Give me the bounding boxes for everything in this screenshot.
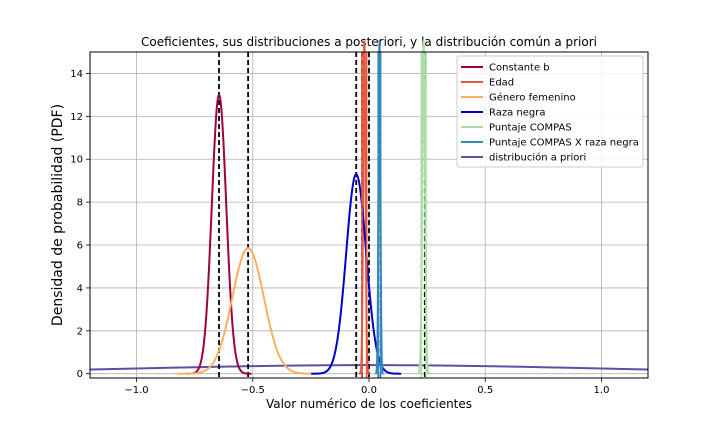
series-line [310, 173, 402, 375]
series-line [176, 247, 320, 375]
x-tick-label: 0.5 [477, 385, 493, 396]
y-tick-label: 8 [77, 198, 83, 209]
y-tick-label: 10 [70, 155, 83, 166]
chart-title: Coeficientes, sus distribuciones a poste… [141, 35, 597, 49]
y-tick-label: 12 [70, 112, 83, 123]
legend-entry: Edad [489, 78, 514, 89]
x-tick-label: −0.5 [241, 385, 265, 396]
legend-box [456, 55, 644, 168]
y-tick-label: 0 [77, 369, 83, 380]
legend-entry: distribución a priori [489, 152, 586, 164]
y-axis-ticks: 0 2 4 6 8 10 12 14 [70, 69, 90, 380]
y-tick-label: 14 [70, 69, 83, 80]
legend-entry: Constante b [489, 63, 550, 74]
y-tick-label: 4 [77, 283, 83, 294]
y-axis-label: Densidad de probabilidad (PDF) [50, 104, 66, 326]
x-tick-label: 0.0 [361, 385, 377, 396]
y-tick-label: 6 [77, 241, 83, 252]
x-axis-ticks: −1.0 −0.5 0.0 0.5 1.0 [124, 378, 609, 396]
legend-entry: Raza negra [489, 108, 546, 119]
series-line [416, 40, 431, 375]
legend: Constante b Edad Género femenino Raza negra… [456, 55, 644, 168]
legend-entry: Puntaje COMPAS X raza negra [489, 138, 639, 149]
x-axis-label: Valor numérico de los coeficientes [266, 397, 472, 411]
x-tick-label: 1.0 [594, 385, 610, 396]
legend-entry: Género femenino [489, 92, 576, 104]
legend-entry: Puntaje COMPAS [489, 123, 572, 134]
series-line [186, 93, 253, 375]
series-line [358, 40, 371, 375]
x-tick-label: −1.0 [124, 385, 148, 396]
series-lines [176, 40, 431, 378]
series-line [374, 40, 385, 375]
y-tick-label: 2 [77, 326, 83, 337]
